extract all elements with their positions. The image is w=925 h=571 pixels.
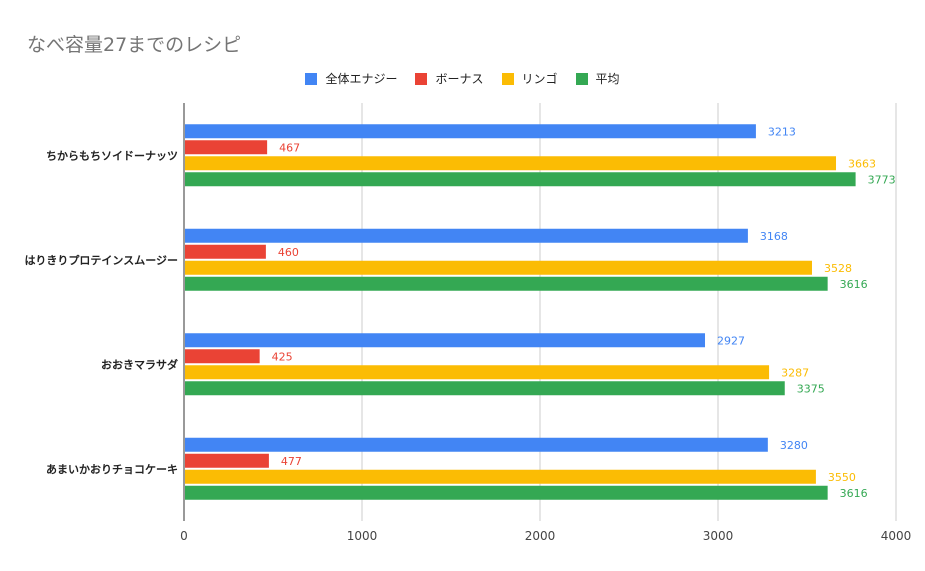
data-label: 3616: [840, 487, 868, 500]
data-label: 3550: [828, 471, 856, 484]
bar: [185, 245, 266, 259]
data-label: 467: [279, 141, 300, 154]
data-label: 425: [272, 350, 293, 363]
bar: [185, 156, 836, 170]
data-label: 477: [281, 455, 302, 468]
x-tick-label: 2000: [525, 529, 556, 543]
bar: [185, 140, 267, 154]
category-label: はりきりプロテインスムージー: [24, 253, 178, 267]
data-label: 3773: [868, 173, 896, 186]
bar: [185, 349, 260, 363]
category-label: おおきマラサダ: [101, 357, 178, 371]
bar: [185, 277, 828, 291]
bar: [185, 229, 748, 243]
bar: [185, 124, 756, 138]
category-label: ちからもちソイドーナッツ: [46, 149, 178, 162]
x-tick-label: 3000: [703, 529, 734, 543]
bar: [185, 438, 768, 452]
data-label: 3375: [797, 382, 825, 395]
bar: [185, 486, 828, 500]
bar: [185, 470, 816, 484]
data-label: 3287: [781, 366, 809, 379]
data-label: 3616: [840, 278, 868, 291]
data-label: 2927: [717, 334, 745, 347]
data-label: 3213: [768, 125, 796, 138]
data-label: 3528: [824, 262, 852, 275]
data-label: 3663: [848, 157, 876, 170]
bar: [185, 333, 705, 347]
x-tick-label: 1000: [347, 529, 378, 543]
bar: [185, 172, 856, 186]
bar: [185, 365, 769, 379]
data-label: 3168: [760, 230, 788, 243]
data-label: 3280: [780, 439, 808, 452]
data-label: 460: [278, 246, 299, 259]
bar: [185, 261, 812, 275]
x-tick-label: 4000: [881, 529, 912, 543]
bar: [185, 454, 269, 468]
bar: [185, 381, 785, 395]
category-label: あまいかおりチョコケーキ: [46, 463, 178, 476]
x-tick-label: 0: [180, 529, 188, 543]
